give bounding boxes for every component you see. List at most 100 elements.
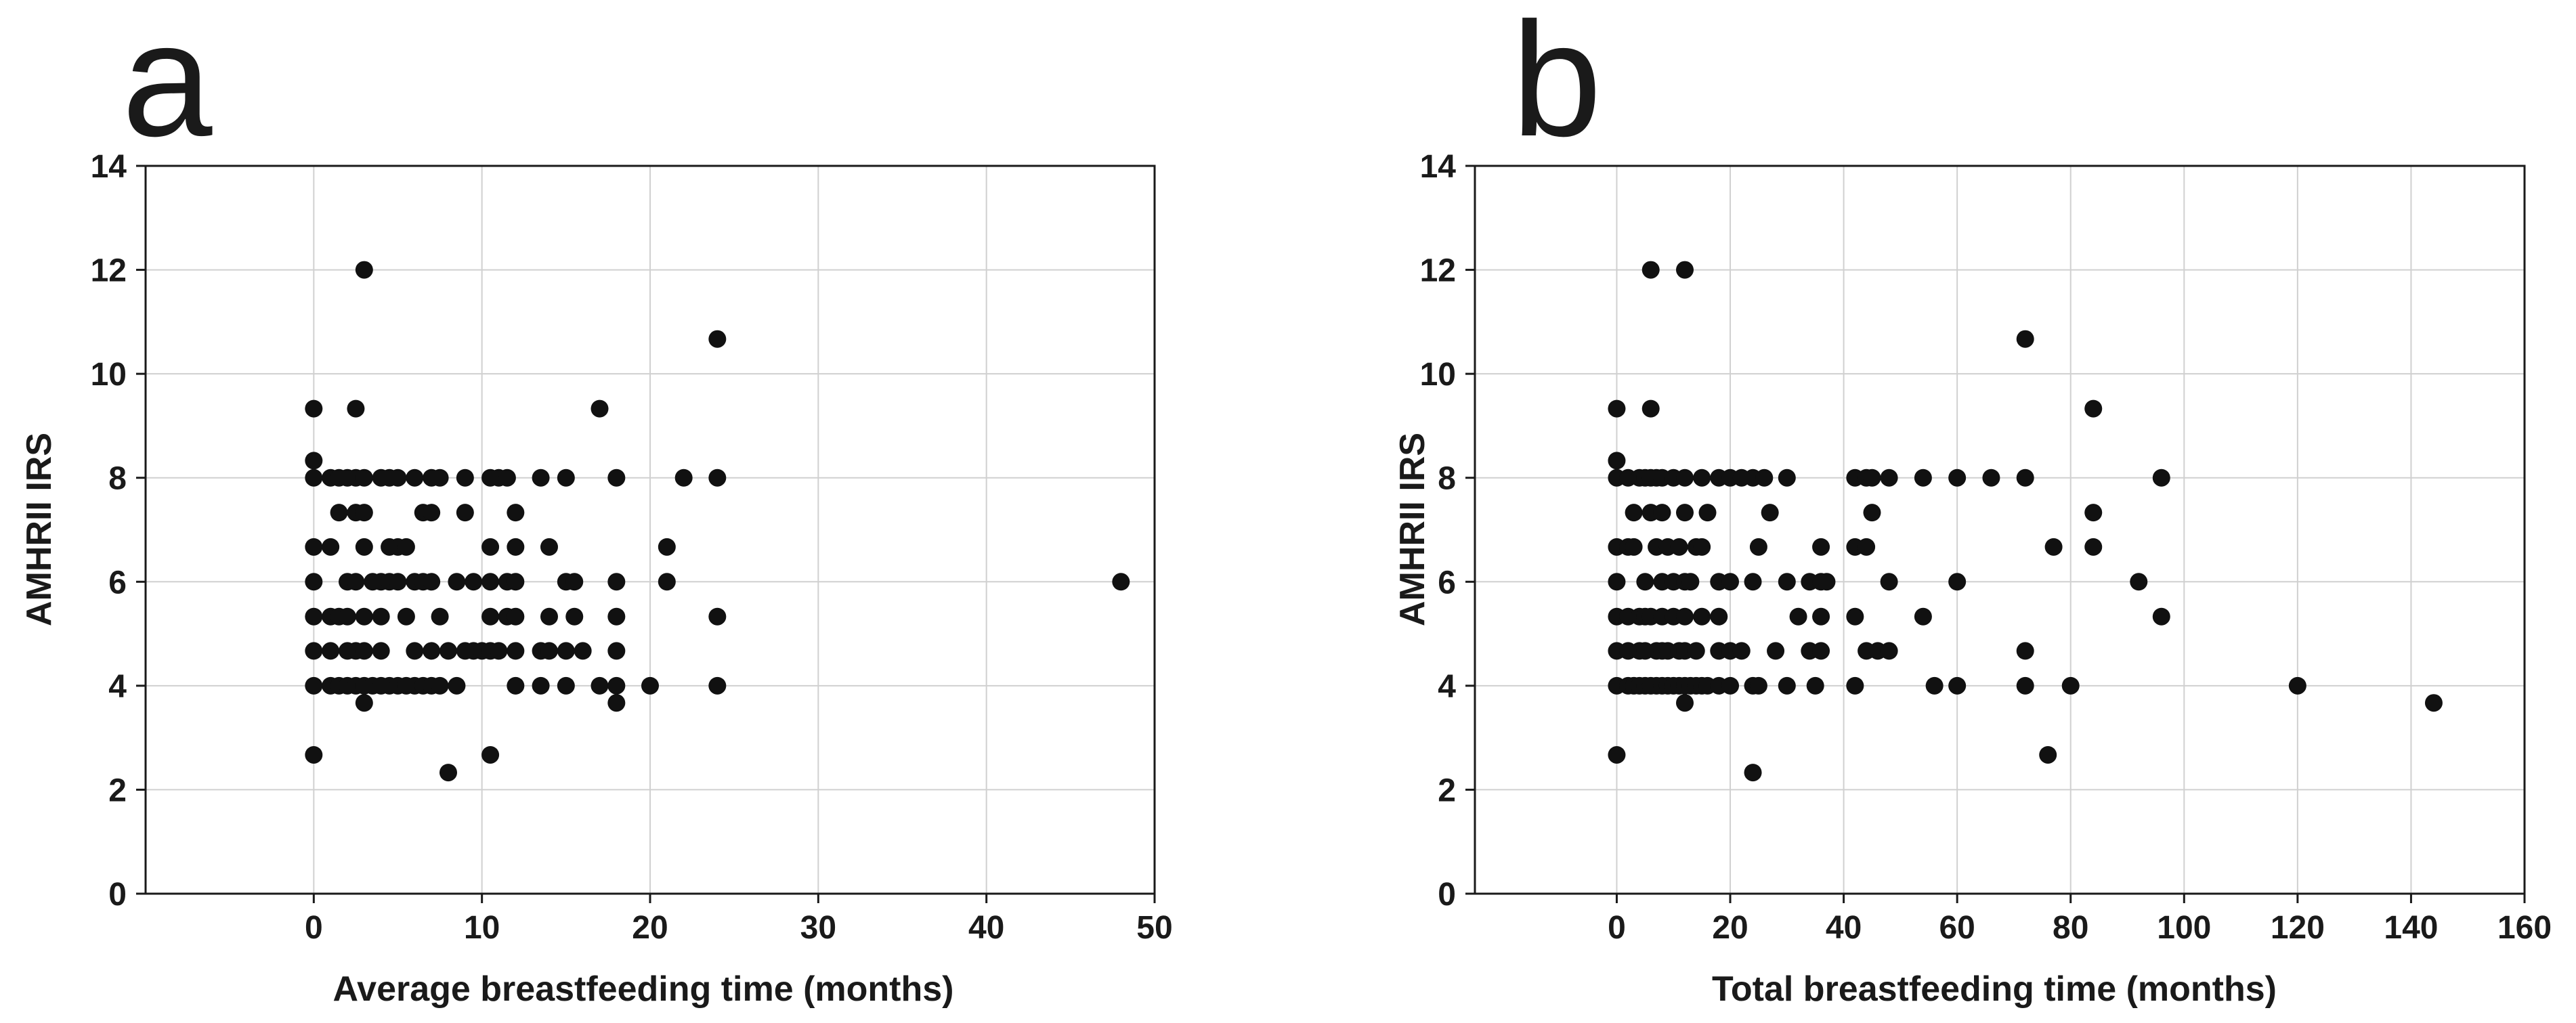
data-point — [1641, 399, 1660, 418]
x-tick-label: 160 — [2497, 910, 2552, 946]
data-point — [540, 607, 558, 626]
x-tick-label: 0 — [1608, 910, 1626, 946]
data-point — [507, 573, 525, 591]
data-point — [1761, 504, 1779, 522]
data-point — [540, 538, 558, 556]
data-point — [1749, 676, 1767, 695]
data-point — [355, 694, 373, 712]
data-point — [1914, 607, 1932, 626]
y-tick-label: 6 — [108, 565, 127, 601]
data-point — [423, 504, 441, 522]
data-point — [347, 573, 365, 591]
data-point — [481, 745, 500, 764]
x-tick-label: 80 — [2053, 910, 2088, 946]
data-point — [708, 607, 727, 626]
data-point — [355, 538, 373, 556]
data-point — [540, 642, 558, 660]
data-point — [305, 399, 323, 418]
data-point — [1789, 607, 1807, 626]
y-tick-label: 4 — [108, 669, 127, 705]
data-point — [448, 676, 466, 695]
plot-frame-b — [1474, 165, 2526, 895]
x-tick-label: 50 — [1136, 910, 1172, 946]
y-tick-label: 10 — [91, 357, 127, 393]
data-point — [1608, 452, 1626, 470]
data-point — [1676, 261, 1694, 279]
data-point — [607, 469, 626, 487]
data-point — [1653, 504, 1671, 522]
data-point — [456, 504, 474, 522]
data-point — [1858, 538, 1876, 556]
data-point — [1698, 504, 1717, 522]
data-point — [1676, 694, 1694, 712]
y-tick-label: 12 — [1420, 253, 1456, 289]
data-point — [658, 538, 676, 556]
data-point — [1982, 469, 2000, 487]
data-point — [330, 504, 348, 522]
data-point — [565, 573, 584, 591]
data-point — [355, 642, 373, 660]
data-point — [1641, 261, 1660, 279]
data-point — [2016, 469, 2034, 487]
data-point — [1744, 764, 1762, 782]
data-point — [641, 676, 659, 695]
data-point — [355, 261, 373, 279]
data-point — [557, 469, 575, 487]
data-point — [1863, 504, 1881, 522]
data-point — [1863, 469, 1881, 487]
data-point — [439, 764, 457, 782]
data-point — [305, 469, 323, 487]
data-point — [397, 538, 415, 556]
data-point — [2016, 676, 2034, 695]
y-tick-label: 2 — [108, 772, 127, 808]
data-point — [1676, 504, 1694, 522]
data-points-a — [305, 261, 1130, 782]
data-point — [708, 469, 727, 487]
data-point — [1670, 538, 1688, 556]
y-tick-label: 14 — [1420, 149, 1457, 185]
data-point — [1880, 642, 1898, 660]
data-point — [1693, 607, 1711, 626]
data-point — [1880, 573, 1898, 591]
data-point — [532, 676, 550, 695]
x-tick-label: 100 — [2157, 910, 2211, 946]
data-point — [607, 607, 626, 626]
x-tick-label: 60 — [1939, 910, 1975, 946]
data-point — [658, 573, 676, 591]
data-point — [1608, 573, 1626, 591]
data-point — [423, 573, 441, 591]
x-axis-label-a: Average breastfeeding time (months) — [333, 970, 954, 1009]
data-point — [591, 676, 609, 695]
data-point — [2152, 469, 2170, 487]
panel-label-a: a — [122, 0, 213, 170]
data-point — [1625, 504, 1643, 522]
data-point — [2016, 642, 2034, 660]
data-point — [1818, 573, 1836, 591]
data-point — [507, 504, 525, 522]
data-point — [389, 469, 407, 487]
data-point — [557, 642, 575, 660]
data-point — [607, 676, 626, 695]
data-point — [305, 452, 323, 470]
x-tick-label: 30 — [800, 910, 836, 946]
ticks-a — [136, 165, 1156, 903]
data-point — [1608, 399, 1626, 418]
data-point — [448, 573, 466, 591]
data-point — [1608, 745, 1626, 764]
data-point — [2061, 676, 2080, 695]
data-point — [1721, 573, 1740, 591]
data-point — [355, 469, 373, 487]
ticks-b — [1465, 165, 2526, 903]
data-point — [1625, 538, 1643, 556]
data-point — [607, 694, 626, 712]
y-tick-label: 4 — [1438, 669, 1456, 705]
data-point — [431, 607, 449, 626]
data-point — [1755, 469, 1774, 487]
data-point — [607, 642, 626, 660]
x-tick-label: 120 — [2271, 910, 2325, 946]
y-tick-label: 0 — [108, 877, 127, 913]
data-point — [465, 573, 483, 591]
data-point — [372, 642, 390, 660]
data-point — [1636, 573, 1654, 591]
data-point — [490, 642, 508, 660]
